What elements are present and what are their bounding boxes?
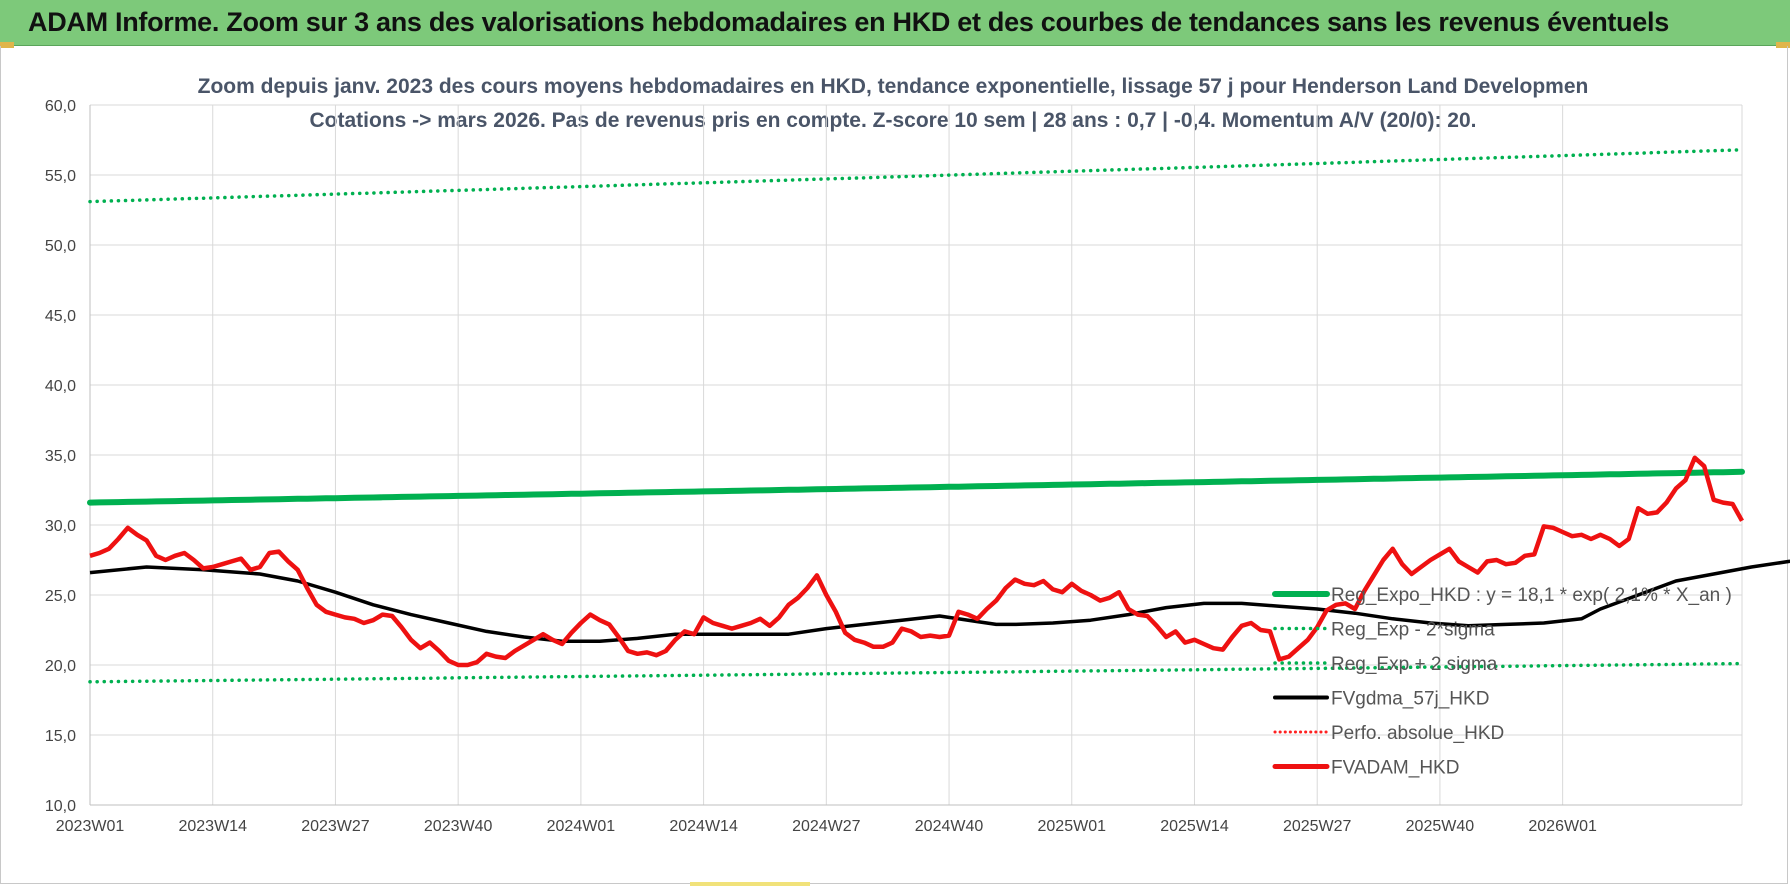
y-tick-label: 45,0 (45, 308, 76, 325)
x-tick-label: 2026W01 (1528, 818, 1597, 835)
grid (89, 104, 1743, 806)
y-tick-label: 55,0 (45, 168, 76, 185)
x-tick-label: 2025W27 (1283, 818, 1352, 835)
x-tick-label: 2025W40 (1406, 818, 1475, 835)
chart-subtitle-line-1: Zoom depuis janv. 2023 des cours moyens … (198, 75, 1589, 98)
series-area (87, 148, 1790, 684)
x-tick-label: 2023W14 (178, 818, 247, 835)
x-tick-label: 2023W40 (424, 818, 493, 835)
report-title: ADAM Informe. Zoom sur 3 ans des valoris… (28, 7, 1669, 37)
x-tick-label: 2024W27 (792, 818, 861, 835)
x-tick-label: 2025W14 (1160, 818, 1229, 835)
x-tick-label: 2023W01 (56, 818, 125, 835)
bottom-scroll-strip (690, 882, 810, 886)
x-tick-label: 2024W01 (547, 818, 616, 835)
series-reg-exp-minus-2sigma (88, 661, 1744, 684)
x-tick-label: 2024W14 (669, 818, 738, 835)
banner-corner-mark-right (1776, 42, 1790, 48)
series-reg-exp-plus-2sigma (88, 148, 1744, 204)
x-tick-label: 2024W40 (915, 818, 984, 835)
x-tick-label: 2023W27 (301, 818, 370, 835)
y-tick-label: 15,0 (45, 728, 76, 745)
series-fvadam-hkd (89, 455, 1744, 668)
y-tick-label: 20,0 (45, 658, 76, 675)
chart-frame (0, 46, 1788, 884)
banner-corner-mark-left (0, 42, 14, 48)
axes: 10,0 15,0 20,0 25,0 30,0 35,0 40,0 45,0 50,0 55,0… (45, 98, 1742, 835)
x-tick-label: 2025W01 (1038, 818, 1107, 835)
legend-label: Reg_Exp + 2 sigma (1331, 654, 1498, 675)
y-tick-label: 25,0 (45, 588, 76, 605)
chart-subtitle-line-2: Cotations -> mars 2026. Pas de revenus p… (310, 109, 1477, 132)
legend-label: Reg_Exp - 2*sigma (1331, 620, 1495, 641)
y-tick-label: 10,0 (45, 798, 76, 815)
legend-label: Perfo. absolue_HKD (1331, 723, 1504, 744)
legend: Reg_Expo_HKD : y = 18,1 * exp( 2,1% * X_… (1272, 585, 1732, 779)
legend-label: FVADAM_HKD (1331, 758, 1459, 779)
y-tick-label: 50,0 (45, 238, 76, 255)
y-tick-label: 60,0 (45, 98, 76, 115)
y-tick-label: 35,0 (45, 448, 76, 465)
legend-label: FVgdma_57j_HKD (1331, 689, 1489, 710)
series-reg-expo-hkd (87, 468, 1745, 506)
y-tick-label: 40,0 (45, 378, 76, 395)
report-banner: ADAM Informe. Zoom sur 3 ans des valoris… (0, 0, 1790, 46)
y-tick-label: 30,0 (45, 518, 76, 535)
legend-label: Reg_Expo_HKD : y = 18,1 * exp( 2,1% * X_… (1331, 585, 1732, 606)
series-fvgdma-57j-hkd (89, 559, 1790, 643)
